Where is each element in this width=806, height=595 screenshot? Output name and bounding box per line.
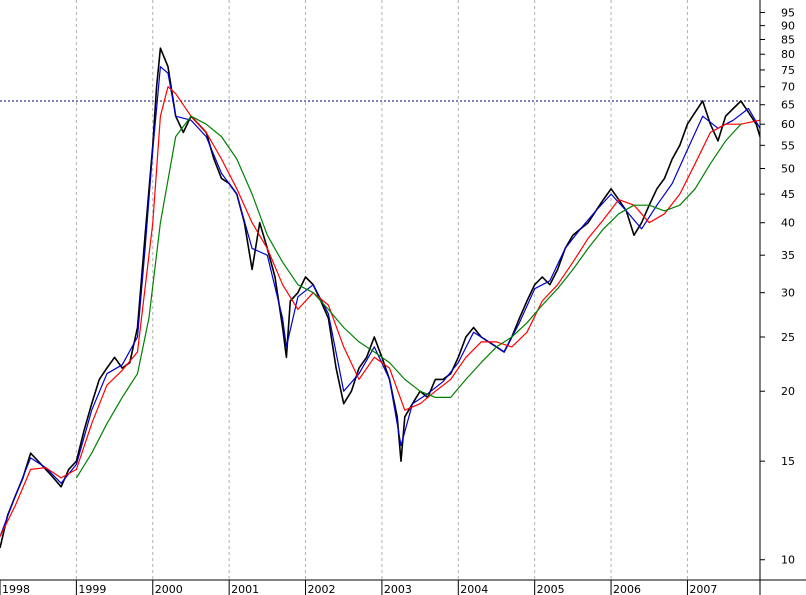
x-tick-label-2004: 2004 [460,583,488,595]
y-tick-label-10: 10 [781,554,795,567]
series-line-0 [0,47,761,549]
grid-layer [0,0,760,580]
y-tick-label-70: 70 [781,81,795,94]
y-tick-label-55: 55 [781,139,795,152]
x-tick-label-2000: 2000 [155,583,183,595]
x-tick-label-2005: 2005 [537,583,565,595]
y-tick-label-20: 20 [781,385,795,398]
x-tick-label-2003: 2003 [384,583,412,595]
series-line-3 [75,115,742,479]
y-tick-label-35: 35 [781,249,795,262]
x-tick-label-1998: 1998 [2,583,30,595]
y-tick-label-45: 45 [781,188,795,201]
y-tick-label-85: 85 [781,34,795,47]
y-tick-label-75: 75 [781,64,795,77]
series-line-2 [0,86,761,537]
y-tick-label-80: 80 [781,48,795,61]
x-tick-label-2007: 2007 [689,583,717,595]
y-tick-label-25: 25 [781,331,795,344]
x-tick-label-2006: 2006 [613,583,641,595]
series-line-1 [0,66,761,537]
x-tick-label-2002: 2002 [308,583,336,595]
y-tick-label-30: 30 [781,287,795,300]
x-tick-label-1999: 1999 [78,583,106,595]
y-tick-label-15: 15 [781,455,795,468]
y-tick-label-90: 90 [781,20,795,33]
y-tick-label-65: 65 [781,99,795,112]
y-tick-label-40: 40 [781,217,795,230]
y-tick-label-60: 60 [781,118,795,131]
y-tick-label-95: 95 [781,6,795,19]
y-tick-label-50: 50 [781,162,795,175]
x-tick-label-2001: 2001 [231,583,259,595]
series-layer [0,47,761,549]
